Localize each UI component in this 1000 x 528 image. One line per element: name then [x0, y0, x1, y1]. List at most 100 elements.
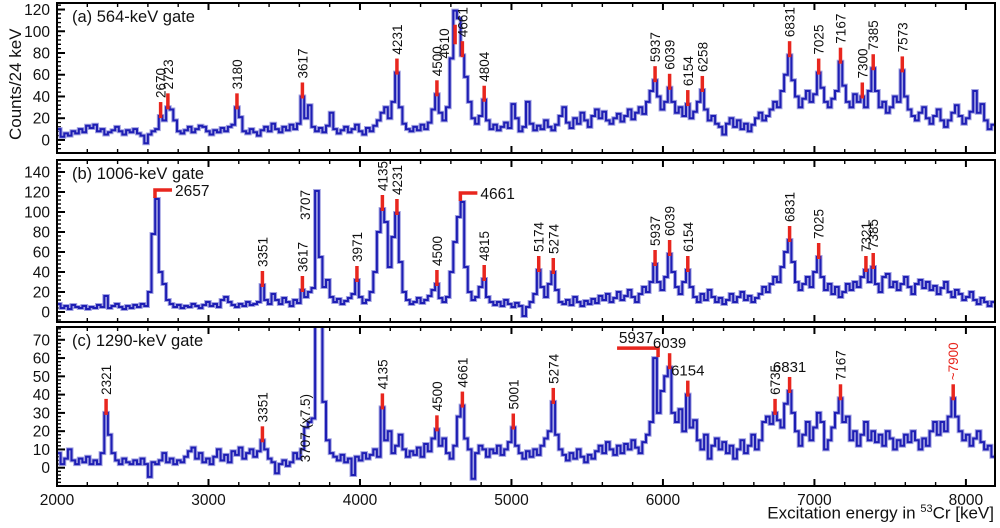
peak-label: 5937 [648, 216, 663, 246]
peak-label: 6154 [681, 56, 696, 87]
panel-frame [56, 2, 996, 154]
peak-label: 3351 [255, 392, 270, 422]
peak-label: 5174 [532, 221, 547, 252]
peak-label: 4500 [430, 381, 445, 411]
peak-label: 4610 [437, 28, 452, 58]
x-tick-label: 2000 [40, 492, 75, 509]
peak-label: 4661 [455, 358, 470, 388]
peak-label: 4135 [375, 161, 390, 191]
peak-label: 6039 [663, 206, 678, 236]
y-tick-label: 70 [33, 332, 51, 349]
peak-marker [458, 191, 478, 201]
y-tick-label: 80 [33, 46, 51, 63]
peak-label: 3971 [350, 232, 365, 262]
y-tick-label: 0 [41, 132, 50, 149]
x-tick-label: 5000 [494, 492, 529, 509]
peak-label: 7025 [812, 209, 827, 239]
x-axis-title-superscript: 53 [920, 503, 933, 515]
peak-label: 5274 [546, 223, 561, 254]
y-tick-label: 0 [41, 460, 50, 477]
x-tick-label: 8000 [949, 492, 984, 509]
y-tick-label: 100 [24, 205, 50, 222]
peak-label: 5937 [648, 32, 663, 62]
y-tick-label: 20 [33, 111, 51, 128]
peak-label: 6831 [783, 192, 798, 222]
x-axis-title-suffix: Cr [keV] [932, 503, 994, 523]
y-tick-label: 30 [33, 405, 51, 422]
y-tick-label: 80 [33, 225, 51, 242]
histogram-line [58, 190, 994, 317]
x-tick-label: 3000 [191, 492, 226, 509]
panel-c-gate-label: (c) 1290-keV gate [72, 332, 204, 350]
peak-label: 7321 [859, 222, 874, 252]
peak-label: 6154 [671, 363, 704, 380]
peak-label: 7300 [855, 48, 870, 78]
peak-label: 3707 (x7.5) [298, 394, 313, 462]
panel-a-gate-label: (a) 564-keV gate [72, 8, 195, 26]
y-tick-label: 20 [33, 285, 51, 302]
peak-label: 6039 [653, 335, 686, 352]
peak-label: 4804 [477, 51, 492, 82]
peak-label: 4661 [455, 7, 470, 37]
y-tick-label: 120 [24, 185, 50, 202]
peak-marker [153, 188, 172, 198]
peak-label: 6735 [768, 365, 783, 395]
peak-label: 6039 [663, 40, 678, 70]
y-tick-label: 0 [41, 305, 50, 322]
y-tick-label: 100 [24, 24, 50, 41]
y-axis-title: Counts/24 keV [6, 28, 25, 140]
histogram-line [58, 9, 994, 145]
y-tick-label: 40 [33, 265, 51, 282]
x-axis-title: Excitation energy in 53Cr [keV] [767, 503, 994, 524]
peak-label: 7573 [895, 22, 910, 52]
peak-label: 6258 [695, 42, 710, 72]
peak-label: 5937 [619, 330, 653, 347]
y-tick-label: 20 [33, 424, 51, 441]
peak-label: 7385 [866, 20, 881, 50]
peak-label: 7385 [866, 219, 881, 249]
histogram-line [58, 328, 994, 480]
peak-label: 4500 [430, 236, 445, 266]
peak-label: 3180 [230, 59, 245, 89]
y-tick-label: 60 [33, 351, 51, 368]
y-tick-label: 120 [24, 2, 50, 19]
peak-label: 5274 [546, 353, 561, 384]
y-tick-label: 140 [24, 165, 50, 182]
peak-label: 4815 [477, 231, 492, 261]
x-axis-title-prefix: Excitation energy in [767, 503, 921, 523]
peak-label: 2321 [99, 365, 114, 395]
x-tick-label: 6000 [646, 492, 681, 509]
peak-label: 7167 [833, 350, 848, 380]
peak-label: 4231 [390, 25, 405, 55]
y-tick-label: 50 [33, 369, 51, 386]
peak-label: 2657 [175, 183, 209, 200]
peak-label: 4500 [430, 46, 445, 76]
peak-label: 3707 [298, 190, 313, 220]
peak-label: ~7900 [946, 342, 961, 380]
peak-label: 6831 [783, 7, 798, 37]
peak-label: 4135 [375, 359, 390, 389]
panel-frame [56, 159, 996, 323]
peak-label: 6831 [773, 359, 806, 376]
histogram-halo [58, 189, 994, 318]
peak-label: 7025 [812, 25, 827, 55]
y-tick-label: 60 [33, 245, 51, 262]
peak-label: 5001 [506, 379, 521, 409]
x-tick-label: 4000 [343, 492, 378, 509]
peak-label: 2670 [154, 68, 169, 98]
peak-label: 7167 [833, 14, 848, 44]
peak-label: 3617 [295, 48, 310, 78]
y-tick-label: 60 [33, 67, 51, 84]
peak-label: 2723 [161, 59, 176, 89]
peak-label: 3351 [255, 237, 270, 267]
x-tick-label: 7000 [797, 492, 832, 509]
peak-label: 6154 [681, 221, 696, 252]
y-tick-label: 40 [33, 89, 51, 106]
peak-label: 4231 [390, 165, 405, 195]
panel-b-gate-label: (b) 1006-keV gate [72, 165, 205, 183]
y-tick-label: 10 [33, 442, 51, 459]
peak-marker [617, 346, 660, 358]
peak-label: 3617 [295, 242, 310, 272]
